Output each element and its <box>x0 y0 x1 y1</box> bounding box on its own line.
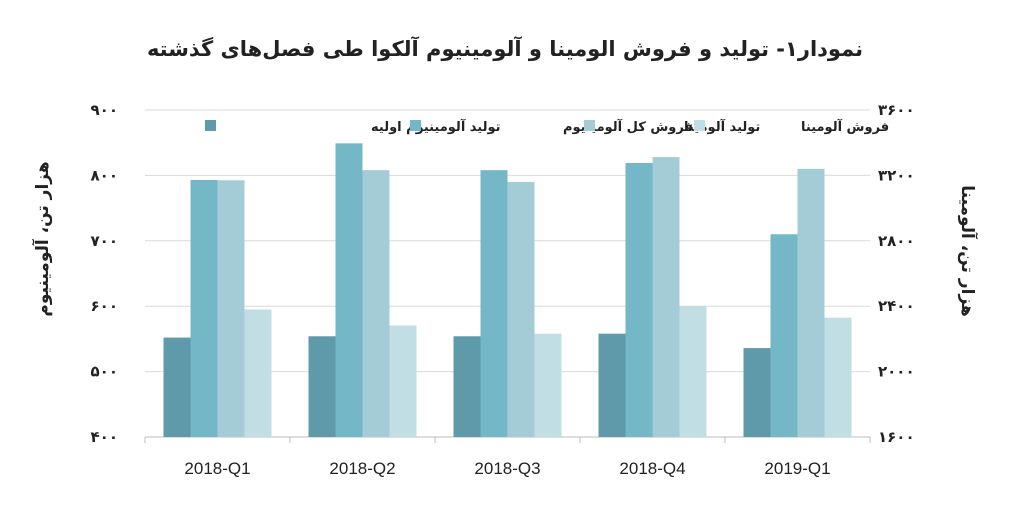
left-tick-label: ۹۰۰ <box>91 101 118 119</box>
right-tick-label: ۲۴۰۰ <box>878 297 915 315</box>
bar <box>679 306 707 437</box>
right-tick-label: ۲۸۰۰ <box>878 232 915 250</box>
legend: تولید آلومینیوم اولیه فروش کل آلومینیومتو… <box>205 118 889 135</box>
bar <box>507 181 535 437</box>
category-label: 2019-Q1 <box>764 459 830 478</box>
left-tick-label: ۸۰۰ <box>91 166 118 184</box>
category-label: 2018-Q2 <box>329 459 395 478</box>
category-label: 2018-Q4 <box>619 459 685 478</box>
left-tick-label: ۵۰۰ <box>91 363 118 381</box>
right-tick-label: ۲۰۰۰ <box>878 363 915 381</box>
category-label: 2018-Q1 <box>184 459 250 478</box>
legend-label: فروش کل آلومینیوم <box>563 118 693 135</box>
category-label: 2018-Q3 <box>474 459 540 478</box>
axis-ticks: ۴۰۰ ۵۰۰ ۶۰۰ ۷۰۰ ۸۰۰ ۹۰۰ ۱۶۰۰ ۲۰۰۰ ۲۴۰۰ ۲۸۰۰ ۳۲۰۰ ۳۶… <box>91 101 915 446</box>
legend-swatch <box>694 120 705 131</box>
bar <box>308 336 336 437</box>
legend-swatch <box>584 120 595 131</box>
legend-label: فروش آلومینا <box>801 118 889 135</box>
bar <box>480 170 508 437</box>
legend-swatch <box>205 120 216 131</box>
bar <box>598 333 626 437</box>
bar <box>652 157 680 437</box>
category-labels: 2018-Q1 2018-Q2 2018-Q3 2018-Q4 2019-Q1 <box>184 459 830 478</box>
right-tick-label: ۳۶۰۰ <box>878 101 915 119</box>
bar <box>335 143 363 437</box>
bar <box>824 317 852 437</box>
bar <box>770 234 798 437</box>
right-tick-label: ۳۲۰۰ <box>878 166 915 184</box>
bar <box>625 162 653 437</box>
bar <box>362 170 390 437</box>
right-tick-label: ۱۶۰۰ <box>878 428 915 446</box>
left-tick-label: ۴۰۰ <box>91 428 118 446</box>
chart-title: نمودار۱- تولید و فروش الومینا و آلومینیو… <box>147 36 863 61</box>
bar <box>797 168 825 438</box>
left-axis-title: هزار تن، آلومینیوم <box>31 161 53 316</box>
bar <box>453 336 481 437</box>
bar <box>217 180 245 437</box>
left-tick-label: ۷۰۰ <box>91 232 118 250</box>
legend-label: تولید آلومینیوم اولیه <box>371 118 501 135</box>
legend-swatch <box>410 120 421 131</box>
bar <box>190 179 218 437</box>
bar <box>244 309 272 437</box>
bars <box>163 143 852 438</box>
left-tick-label: ۶۰۰ <box>91 297 118 315</box>
right-axis-title: هزار تن، آلومینا <box>957 185 979 317</box>
bar <box>389 325 417 437</box>
bar <box>163 337 191 437</box>
bar <box>743 348 771 437</box>
bar <box>534 333 562 437</box>
